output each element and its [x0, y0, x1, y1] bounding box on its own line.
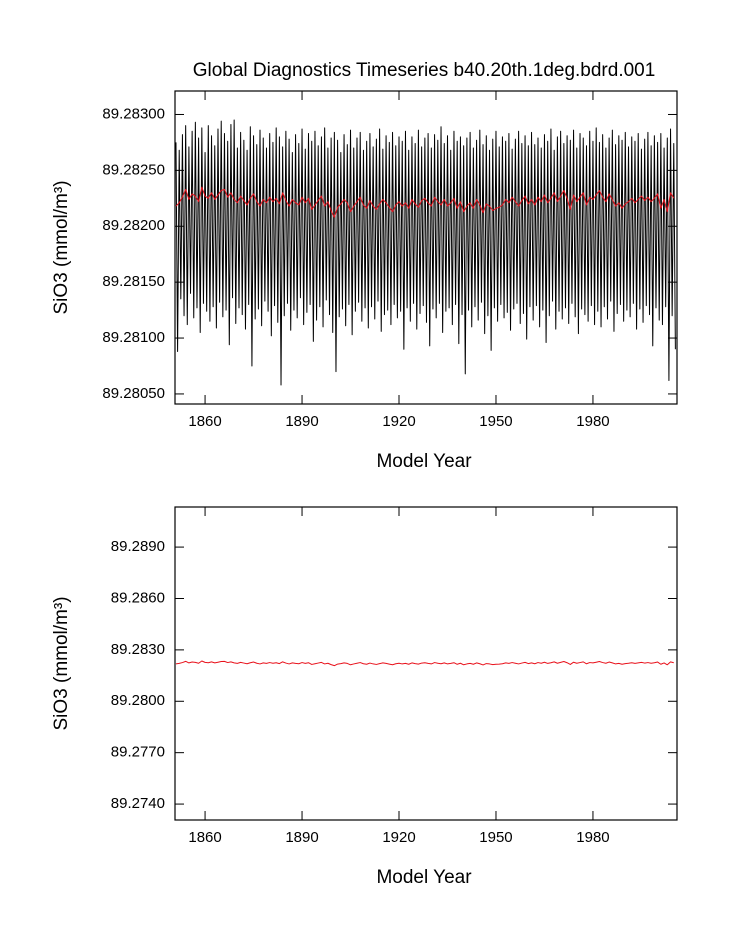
x-tick-label: 1860: [188, 829, 221, 846]
x-tick-label: 1920: [382, 413, 415, 430]
y-tick-label: 89.2740: [111, 795, 165, 812]
y-tick-label: 89.28050: [102, 385, 165, 402]
x-tick-label: 1890: [285, 829, 318, 846]
data-line: [175, 186, 675, 218]
y-tick-label: 89.2830: [111, 641, 165, 658]
y-tick-label: 89.28300: [102, 105, 165, 122]
y-axis-label: SiO3 (mmol/m³): [51, 180, 72, 314]
y-tick-label: 89.28250: [102, 161, 165, 178]
y-tick-label: 89.2800: [111, 692, 165, 709]
x-tick-label: 1950: [479, 829, 512, 846]
data-line: [175, 660, 674, 667]
y-tick-label: 89.28150: [102, 273, 165, 290]
plot-frame: [174, 90, 678, 405]
chart-title: Global Diagnostics Timeseries b40.20th.1…: [193, 60, 656, 81]
data-line: [175, 119, 676, 386]
y-tick-label: 89.28200: [102, 217, 165, 234]
plot-frame: [174, 506, 678, 821]
x-tick-label: 1950: [479, 413, 512, 430]
y-tick-label: 89.2890: [111, 538, 165, 555]
x-tick-label: 1980: [576, 829, 609, 846]
x-tick-label: 1860: [188, 413, 221, 430]
x-tick-label: 1980: [576, 413, 609, 430]
x-tick-label: 1920: [382, 829, 415, 846]
x-tick-label: 1890: [285, 413, 318, 430]
x-axis-label: Model Year: [376, 867, 472, 888]
y-axis-label: SiO3 (mmol/m³): [51, 596, 72, 730]
y-tick-label: 89.2770: [111, 744, 165, 761]
y-tick-label: 89.28100: [102, 329, 165, 346]
y-tick-label: 89.2860: [111, 589, 165, 606]
x-axis-label: Model Year: [376, 451, 472, 472]
